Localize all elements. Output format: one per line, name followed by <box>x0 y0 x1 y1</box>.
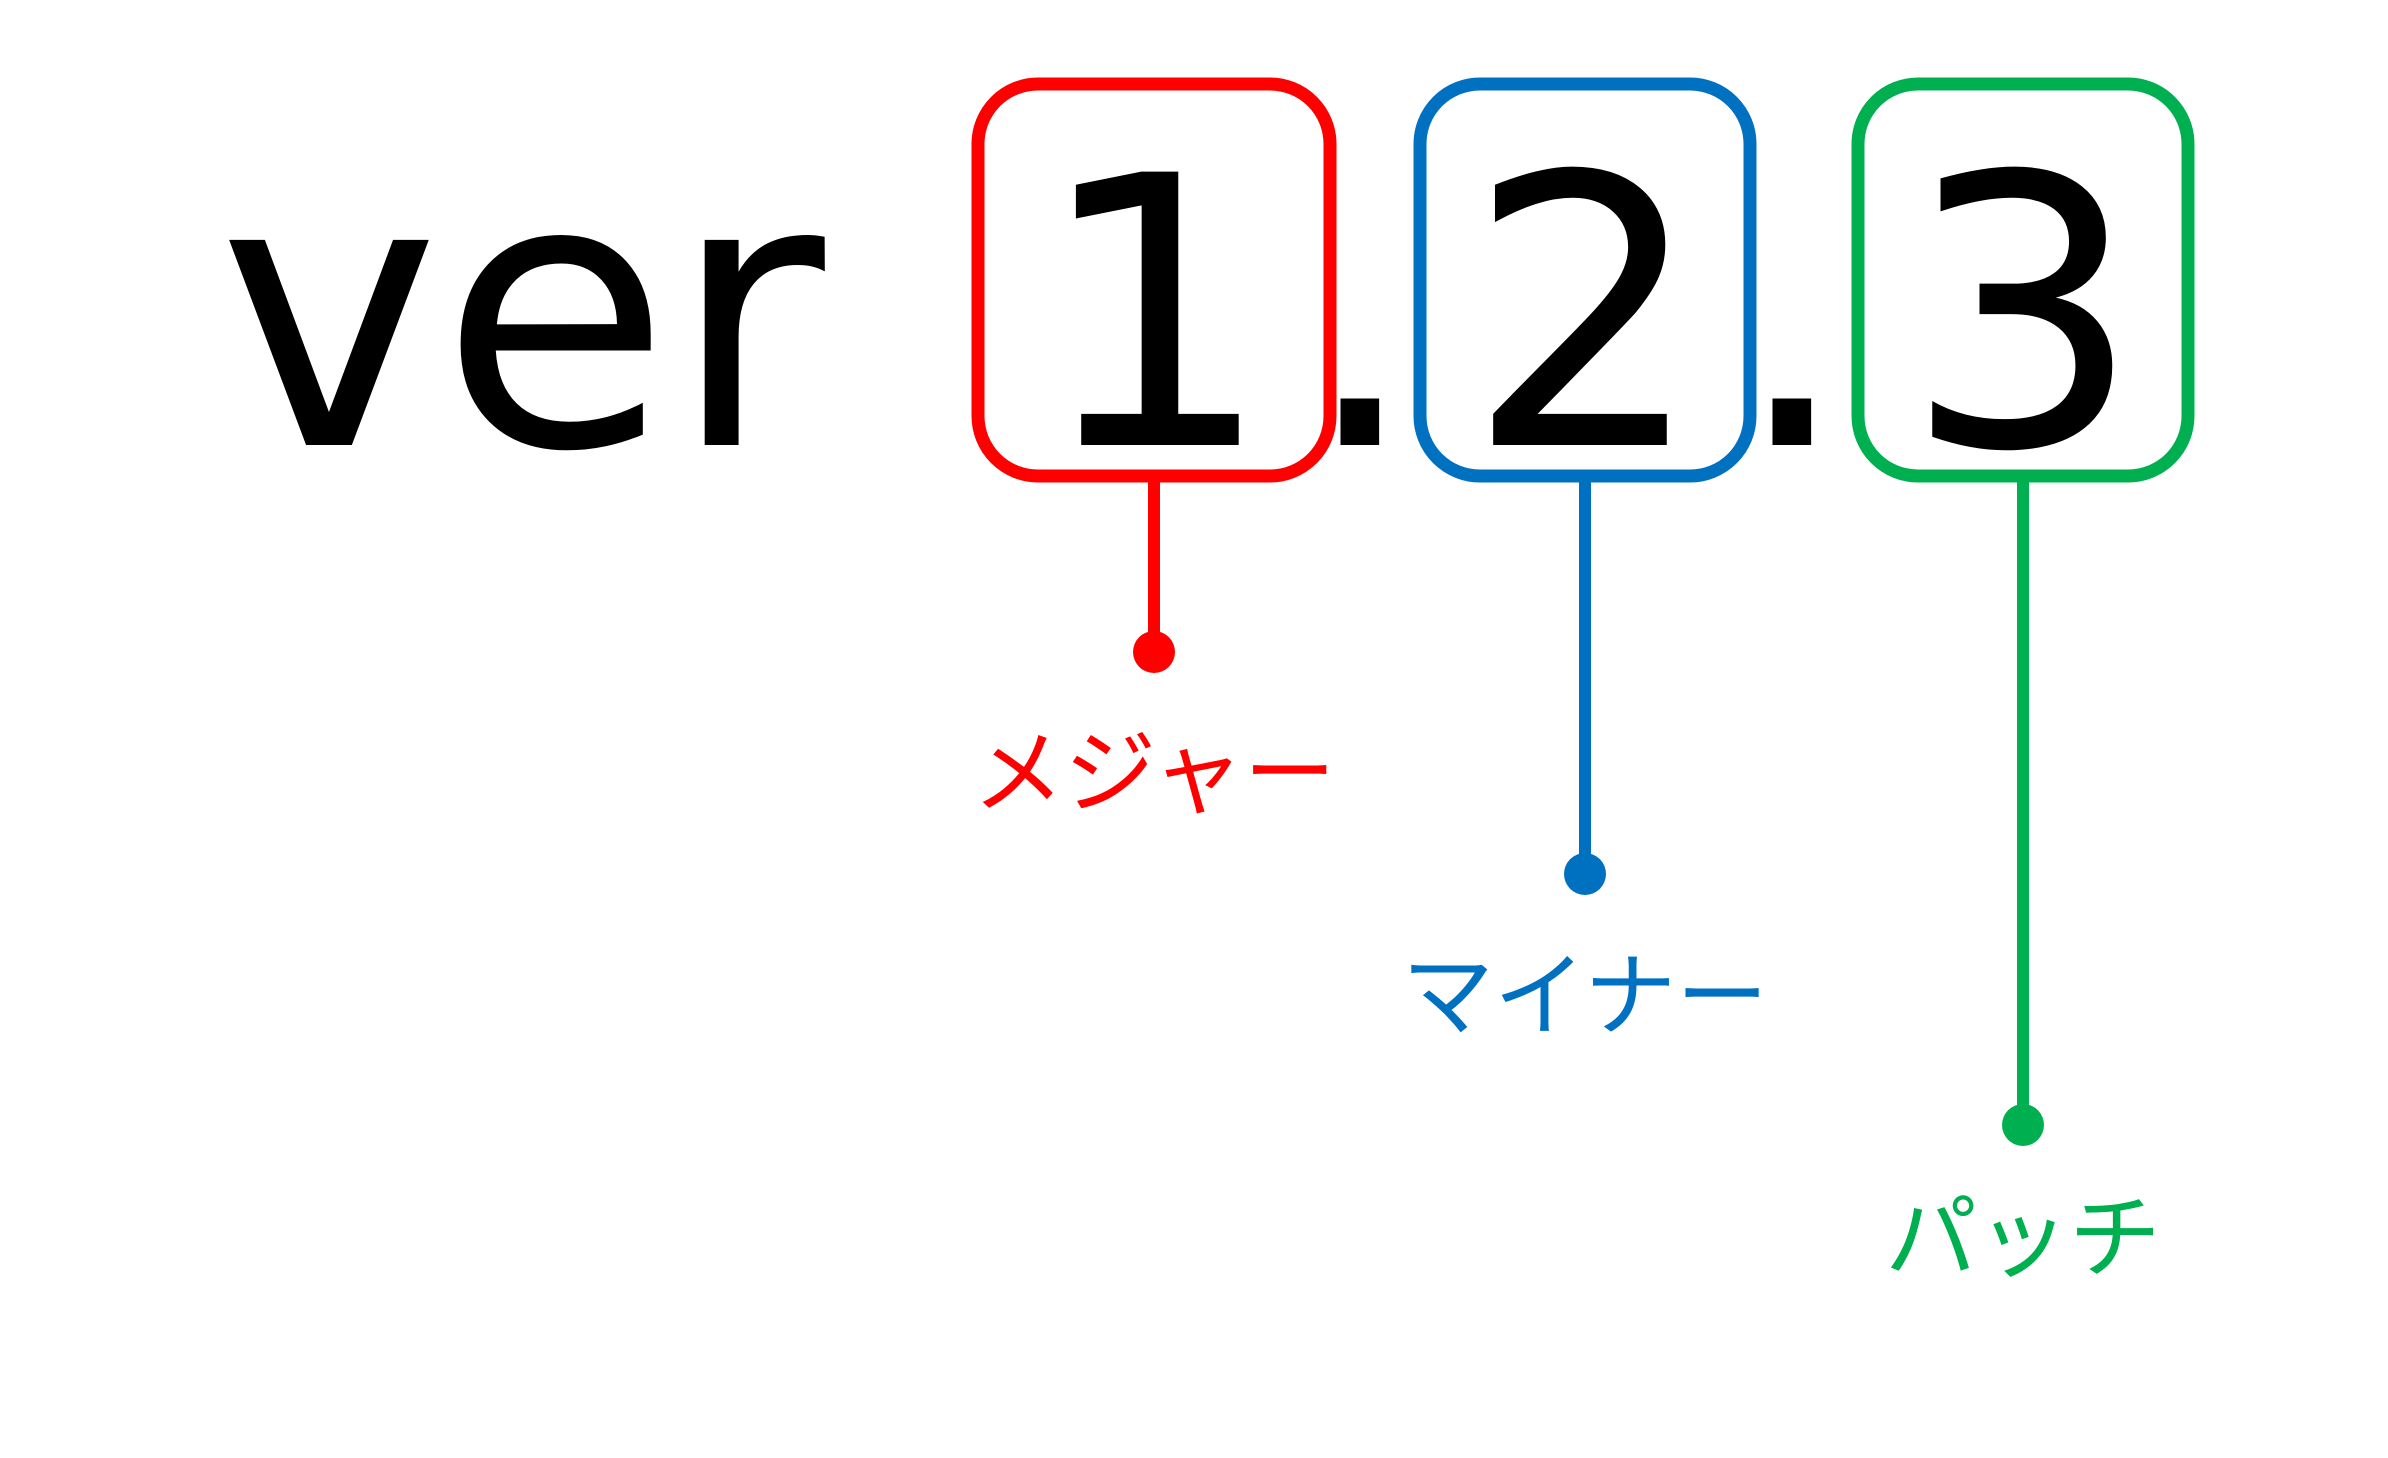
patch-label: パッチ <box>1885 1185 2161 1292</box>
version-prefix: ver <box>218 98 829 534</box>
separator-1: . <box>1300 98 1419 534</box>
major-digit: 1 <box>1035 98 1274 534</box>
separator-2: . <box>1732 98 1851 534</box>
patch-dot <box>2002 1104 2044 1146</box>
major-dot <box>1133 631 1175 673</box>
minor-group: 2 <box>1413 77 1757 534</box>
minor-dot <box>1564 853 1606 895</box>
minor-digit: 2 <box>1466 98 1705 534</box>
major-group: 1 <box>971 77 1337 534</box>
patch-group: 3 <box>1851 77 2195 534</box>
major-label: メジャー <box>972 720 1335 827</box>
patch-digit: 3 <box>1904 98 2143 534</box>
minor-label: マイナー <box>1402 943 1768 1050</box>
